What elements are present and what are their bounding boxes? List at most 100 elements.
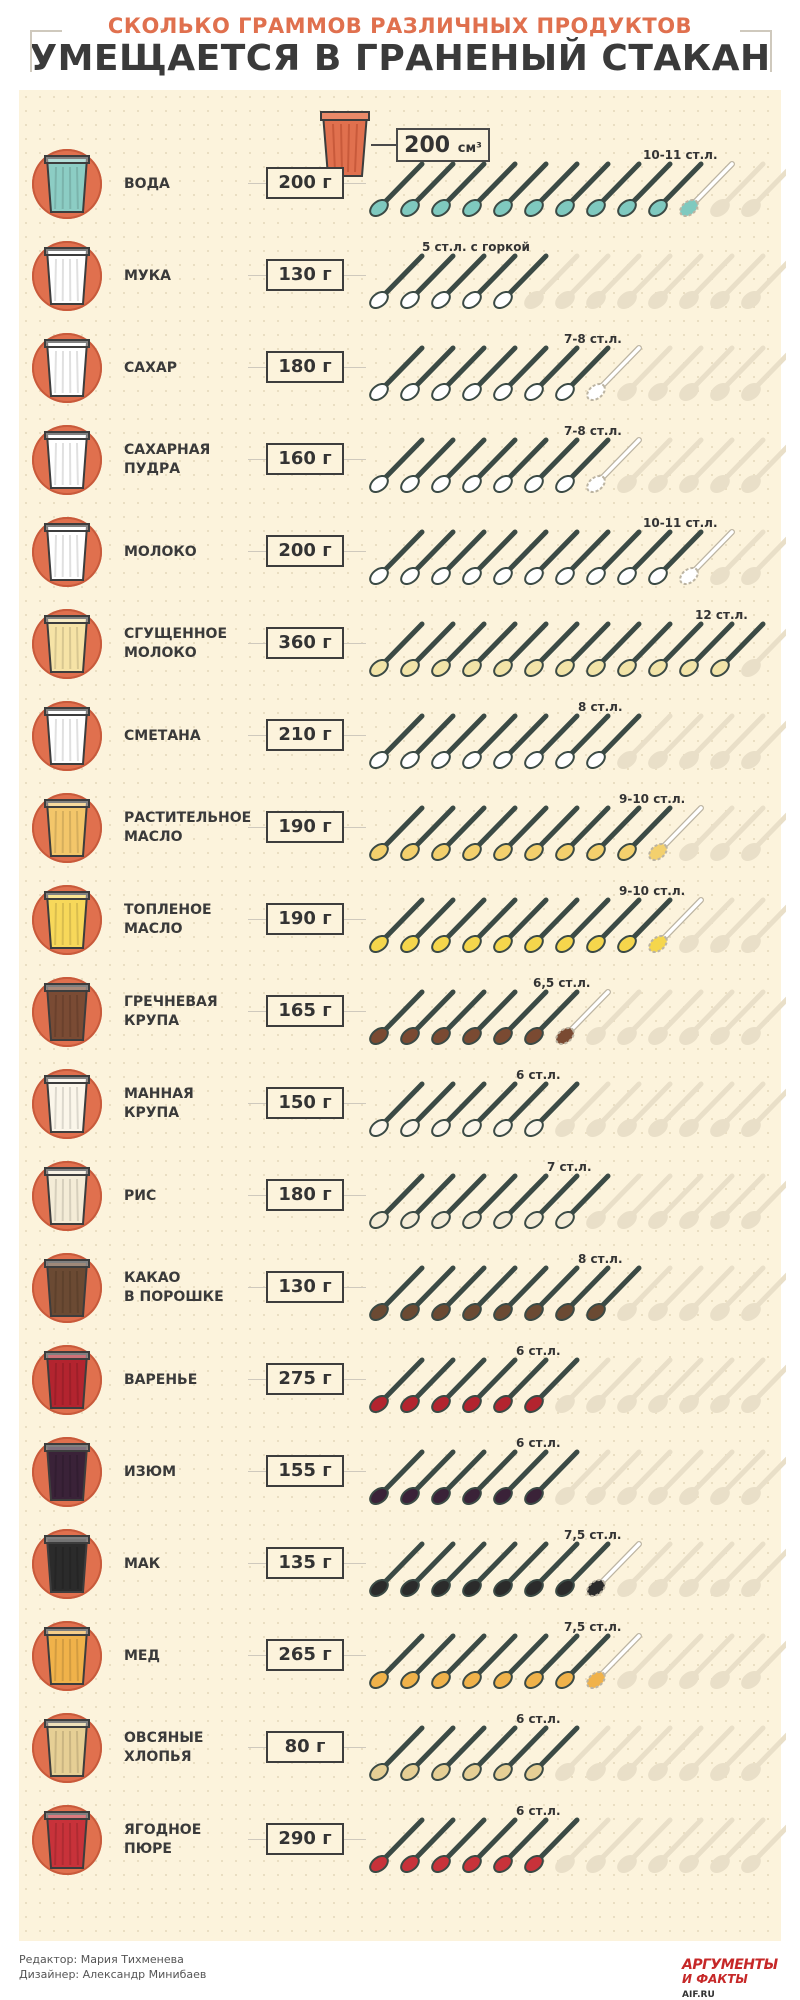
spoon-icon	[739, 1084, 786, 1139]
spoon-icon	[739, 164, 786, 219]
spoon-icon	[739, 348, 786, 403]
glass-icon	[44, 1718, 90, 1778]
weight-value: 130 г	[268, 1276, 342, 1297]
product-name-line: МАСЛО	[124, 828, 254, 847]
spoon-count-label: 6 ст.л.	[516, 1344, 561, 1358]
weight-box: 150 г	[266, 1087, 344, 1119]
weight-value: 160 г	[268, 448, 342, 469]
spoon-icon	[739, 1176, 786, 1231]
spoon-graphic	[366, 698, 786, 778]
spoon-icon	[739, 1268, 786, 1323]
spoon-row: 7-8 ст.л.	[366, 422, 786, 502]
connector-line	[344, 1287, 366, 1288]
spoon-count-label: 7-8 ст.л.	[564, 424, 622, 438]
connector-line	[344, 551, 366, 552]
product-name-line: РАСТИТЕЛЬНОЕ	[124, 809, 254, 828]
spoon-icon	[739, 716, 786, 771]
product-name-line: КРУПА	[124, 1012, 254, 1031]
weight-value: 200 г	[268, 172, 342, 193]
spoon-row: 6 ст.л.	[366, 1710, 786, 1790]
leader-line	[248, 827, 267, 828]
spoon-row: 6 ст.л.	[366, 1802, 786, 1882]
connector-line	[344, 367, 366, 368]
glass-icon	[44, 706, 90, 766]
weight-box: 200 г	[266, 167, 344, 199]
weight-value: 265 г	[268, 1644, 342, 1665]
title-bracket-right	[740, 30, 772, 72]
spoon-icon	[739, 624, 786, 679]
product-name-line: В ПОРОШКЕ	[124, 1288, 254, 1307]
glass-icon	[44, 338, 90, 398]
weight-value: 200 г	[268, 540, 342, 561]
spoon-row: 7-8 ст.л.	[366, 330, 786, 410]
product-name-line: ВАРЕНЬЕ	[124, 1371, 254, 1390]
product-name: ИЗЮМ	[124, 1430, 254, 1514]
weight-box: 360 г	[266, 627, 344, 659]
weight-box: 200 г	[266, 535, 344, 567]
connector-line	[344, 735, 366, 736]
connector-line	[344, 1011, 366, 1012]
spoon-count-label: 7-8 ст.л.	[564, 332, 622, 346]
product-name-line: МАСЛО	[124, 920, 254, 939]
weight-value: 290 г	[268, 1828, 342, 1849]
spoon-count-label: 10-11 ст.л.	[643, 516, 718, 530]
spoon-icon	[739, 532, 786, 587]
weight-box: 80 г	[266, 1731, 344, 1763]
connector-line	[344, 1839, 366, 1840]
weight-box: 180 г	[266, 351, 344, 383]
aif-logo[interactable]: АРГУМЕНТЫ И ФАКТЫ AIF.RU	[682, 1957, 782, 1987]
product-name-line: МУКА	[124, 267, 254, 286]
spoon-graphic	[366, 1710, 786, 1790]
footer: Редактор: Мария Тихменева Дизайнер: Алек…	[0, 1941, 800, 1994]
spoon-row: 10-11 ст.л.	[366, 146, 786, 226]
spoon-row: 10-11 ст.л.	[366, 514, 786, 594]
glass-icon	[44, 1350, 90, 1410]
weight-box: 290 г	[266, 1823, 344, 1855]
subtitle: СКОЛЬКО ГРАММОВ РАЗЛИЧНЫХ ПРОДУКТОВ	[0, 14, 800, 38]
spoon-row: 5 ст.л. с горкой	[366, 238, 786, 318]
glass-icon	[44, 1442, 90, 1502]
product-name-line: МАК	[124, 1555, 254, 1574]
spoon-row: 7,5 ст.л.	[366, 1618, 786, 1698]
product-name-line: ПУДРА	[124, 460, 254, 479]
leader-line	[248, 919, 267, 920]
leader-line	[248, 735, 267, 736]
leader-line	[248, 183, 267, 184]
spoon-count-label: 6 ст.л.	[516, 1804, 561, 1818]
spoon-count-label: 5 ст.л. с горкой	[422, 240, 530, 254]
weight-box: 190 г	[266, 811, 344, 843]
connector-line	[344, 459, 366, 460]
product-name: МАК	[124, 1522, 254, 1606]
leader-line	[248, 643, 267, 644]
glass-icon	[44, 1810, 90, 1870]
spoon-graphic	[366, 514, 786, 594]
logo-text-top: АРГУМЕНТЫ	[682, 1957, 778, 1973]
spoon-count-label: 7,5 ст.л.	[564, 1620, 621, 1634]
weight-value: 190 г	[268, 908, 342, 929]
leader-line	[248, 1839, 267, 1840]
spoon-icon	[739, 1636, 786, 1691]
weight-value: 135 г	[268, 1552, 342, 1573]
spoon-count-label: 6 ст.л.	[516, 1068, 561, 1082]
spoon-count-label: 9-10 ст.л.	[619, 884, 685, 898]
leader-line	[248, 1563, 267, 1564]
spoon-graphic	[366, 1066, 786, 1146]
weight-value: 180 г	[268, 1184, 342, 1205]
spoon-icon	[739, 1728, 786, 1783]
glass-icon	[44, 1626, 90, 1686]
spoon-row: 7,5 ст.л.	[366, 1526, 786, 1606]
product-name-line: МЕД	[124, 1647, 254, 1666]
leader-line	[248, 1379, 267, 1380]
